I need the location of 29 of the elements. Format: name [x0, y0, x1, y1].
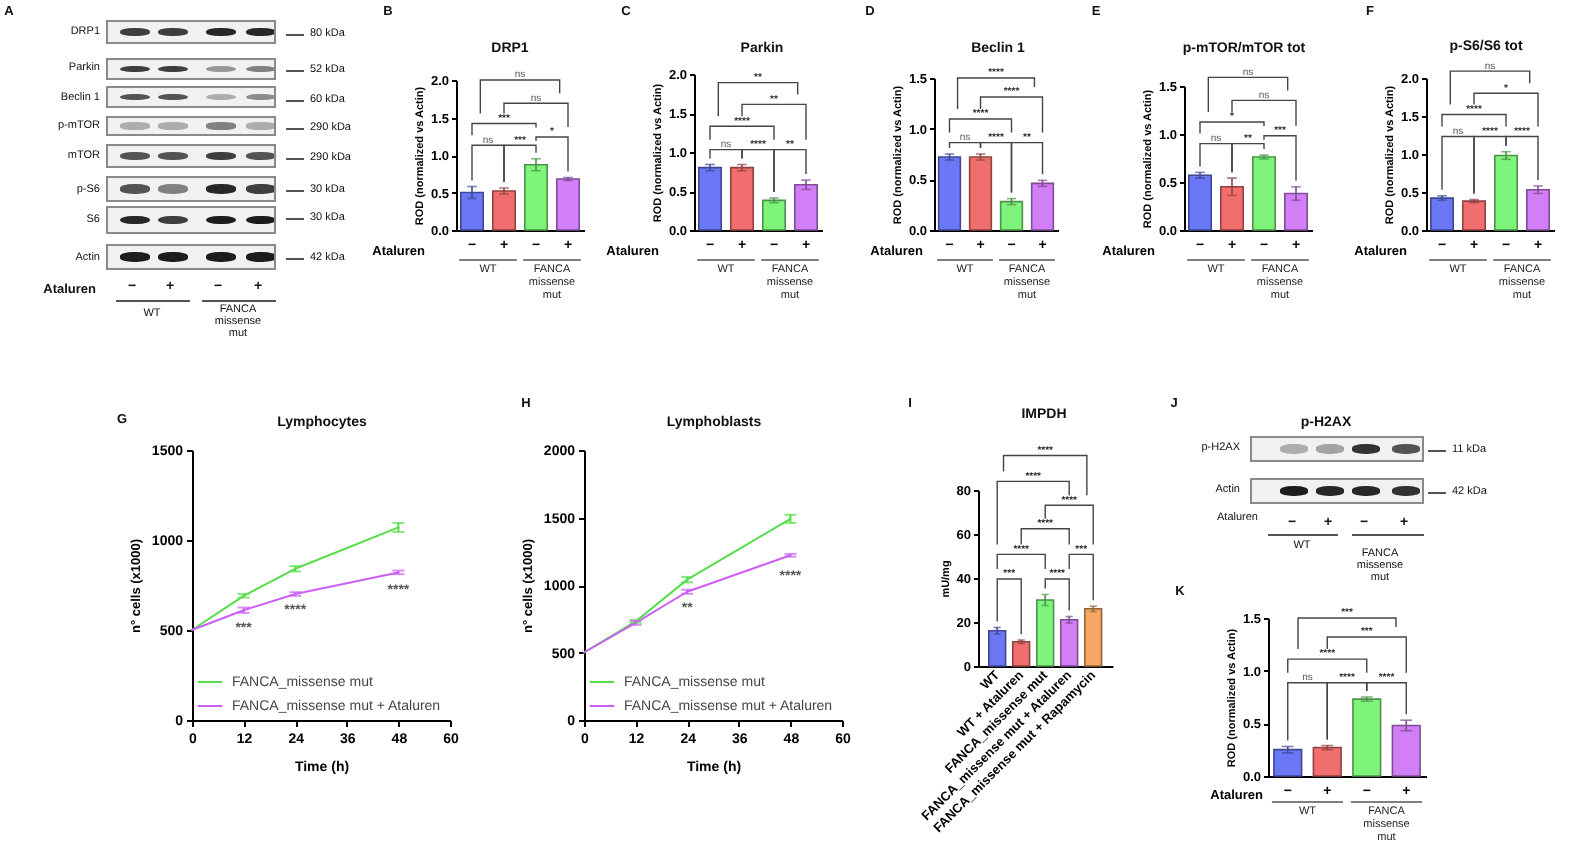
- bar: [492, 190, 516, 231]
- bar: [730, 166, 754, 231]
- bar: [1462, 200, 1486, 231]
- bar: [698, 166, 722, 231]
- bar: [1011, 641, 1031, 667]
- bar: [794, 183, 818, 231]
- bar: [556, 178, 580, 231]
- bar: [1494, 154, 1518, 231]
- bar: [1083, 608, 1103, 667]
- bar: [762, 199, 786, 231]
- bar: [460, 191, 484, 231]
- bar: [1059, 619, 1079, 667]
- bar: [1526, 188, 1550, 231]
- bar: [1252, 156, 1276, 231]
- bar: [1352, 698, 1382, 777]
- bar: [1312, 746, 1342, 777]
- bar: [1391, 724, 1421, 777]
- bar: [1030, 182, 1055, 231]
- bar: [968, 156, 993, 231]
- bar: [1188, 174, 1212, 231]
- bar: [1430, 197, 1454, 231]
- bar: [1220, 186, 1244, 231]
- bar: [987, 630, 1007, 667]
- bar: [999, 200, 1024, 231]
- bar: [524, 163, 548, 231]
- bar: [1273, 748, 1303, 777]
- bar: [1035, 599, 1055, 667]
- bar: [1284, 192, 1308, 231]
- bar: [937, 156, 962, 231]
